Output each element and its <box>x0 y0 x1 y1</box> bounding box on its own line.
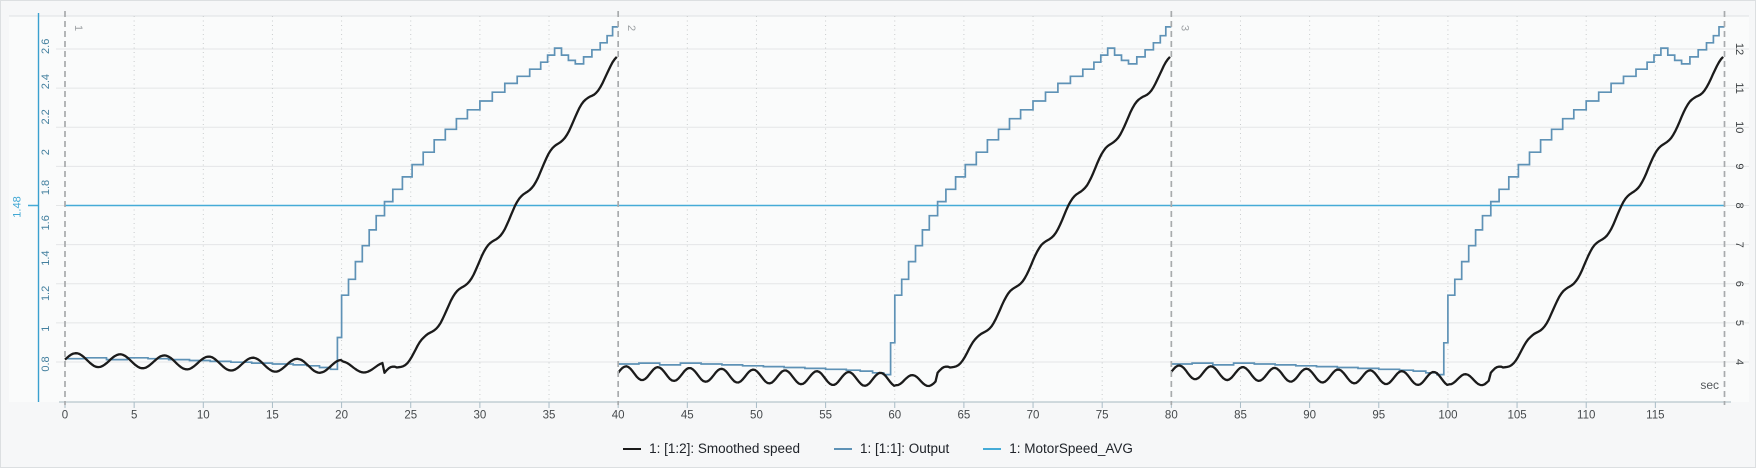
legend-item-motorspeed-avg[interactable]: 1: MotorSpeed_AVG <box>983 441 1133 456</box>
right-axis-tick-label: 11 <box>1733 82 1745 93</box>
x-axis-tick-label: 115 <box>1646 410 1664 422</box>
x-axis-tick-label: 50 <box>750 410 763 422</box>
legend-label-motorspeed-avg: 1: MotorSpeed_AVG <box>1009 441 1133 456</box>
right-axis-tick-label: 10 <box>1733 121 1745 133</box>
right-axis-tick-label: 5 <box>1733 320 1745 326</box>
smoothed-speed-swatch-icon <box>623 447 642 450</box>
x-axis-tick-label: 85 <box>1234 410 1247 422</box>
x-axis-tick-label: 95 <box>1372 410 1385 422</box>
x-axis-tick-label: 40 <box>612 410 625 422</box>
x-axis-tick-label: 35 <box>543 410 556 422</box>
x-axis-unit-label: sec <box>1700 378 1719 392</box>
right-axis-tick-label: 12 <box>1733 43 1745 55</box>
x-axis-tick-label: 65 <box>957 410 970 422</box>
left-axis-tick-label: 2.4 <box>40 74 52 89</box>
x-axis-tick-label: 30 <box>473 410 486 422</box>
x-axis-tick-label: 20 <box>335 410 348 422</box>
right-axis-tick-label: 4 <box>1733 359 1745 365</box>
left-axis-tick-label: 1.6 <box>40 215 52 230</box>
right-axis-tick-label: 6 <box>1733 281 1745 287</box>
left-axis-tick-label: 2.6 <box>40 39 52 54</box>
legend: 1: [1:2]: Smoothed speed 1: [1:1]: Outpu… <box>1 441 1755 456</box>
left-axis-tick-label: 1.8 <box>40 180 52 195</box>
series-output-line <box>65 26 1725 376</box>
left-axis-tick-label: 2 <box>40 149 52 155</box>
legend-item-smoothed-speed[interactable]: 1: [1:2]: Smoothed speed <box>623 441 800 456</box>
series-smoothed-speed-line <box>64 56 1724 388</box>
x-axis-tick-label: 110 <box>1577 410 1595 422</box>
left-axis-tick-label: 1 <box>40 326 52 332</box>
x-axis-tick-label: 55 <box>819 410 832 422</box>
x-axis-tick-label: 100 <box>1438 410 1457 422</box>
segment-label: 2 <box>625 25 637 31</box>
plot-background <box>9 16 1749 402</box>
left-axis-tick-label: 0.8 <box>40 356 52 371</box>
x-axis-tick-label: 70 <box>1027 410 1040 422</box>
x-axis-tick-label: 75 <box>1096 410 1109 422</box>
x-axis-tick-label: 25 <box>404 410 417 422</box>
motorspeed-avg-swatch-icon <box>983 447 1002 450</box>
output-swatch-icon <box>833 447 852 450</box>
segment-label: 1 <box>72 25 84 31</box>
x-axis-tick-label: 15 <box>266 410 279 422</box>
x-axis-tick-label: 90 <box>1303 410 1316 422</box>
legend-item-output[interactable]: 1: [1:1]: Output <box>833 441 950 456</box>
right-axis-tick-label: 7 <box>1733 242 1745 248</box>
left-axis-tick-label: 1.2 <box>40 286 52 301</box>
x-axis-tick-label: 45 <box>681 410 694 422</box>
x-axis-tick-label: 60 <box>888 410 901 422</box>
x-axis-tick-label: 5 <box>131 410 137 422</box>
avg-value-marker-label: 1.48 <box>11 196 24 218</box>
left-axis-tick-label: 1.4 <box>40 250 52 265</box>
x-axis-tick-label: 0 <box>62 410 68 422</box>
right-axis-tick-label: 8 <box>1733 202 1745 208</box>
left-axis-tick-label: 2.2 <box>40 109 52 124</box>
right-axis-tick-label: 9 <box>1733 163 1745 169</box>
legend-label-output: 1: [1:1]: Output <box>859 441 950 456</box>
x-axis-tick-label: 80 <box>1165 410 1178 422</box>
x-axis-tick-label: 105 <box>1507 410 1526 422</box>
x-axis-tick-label: 10 <box>197 410 210 422</box>
segment-label: 3 <box>1178 25 1190 31</box>
legend-label-smoothed-speed: 1: [1:2]: Smoothed speed <box>649 441 800 456</box>
